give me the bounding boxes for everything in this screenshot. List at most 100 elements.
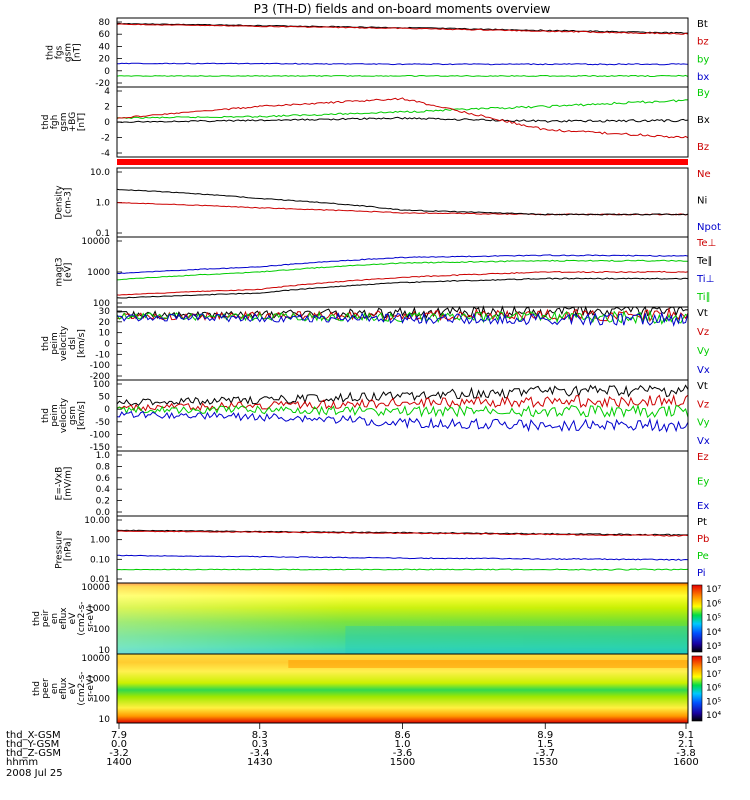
ylabel-line: [nT]	[77, 113, 87, 131]
x-row-value: 0.3	[252, 739, 268, 750]
ytick-label: 20	[99, 55, 111, 65]
legend-item: by	[697, 54, 709, 65]
legend-3: Ne Ni Npot	[697, 169, 721, 233]
ytick-label: -2	[101, 134, 110, 144]
x-row-value: 8.6	[395, 730, 411, 741]
ylabel-line: thd	[41, 408, 51, 423]
ytick-label: 0	[104, 340, 110, 350]
ylabel-line: magt3	[55, 257, 65, 286]
ytick-label: 10	[99, 715, 111, 725]
ytick-label: 100	[93, 625, 110, 635]
legend-item: Pt	[697, 517, 707, 528]
colorbar-tick: 10⁷	[706, 585, 721, 595]
x-row-value: 8.9	[537, 730, 553, 741]
legend-item: Te⊥	[696, 238, 716, 249]
legend-item: Bz	[697, 142, 709, 153]
x-row-value: 8.3	[252, 730, 268, 741]
x-row-value: 1500	[390, 757, 415, 768]
colorbar-9: 10⁷ 10⁶ 10⁵ 10⁴ 10³	[691, 584, 721, 653]
trace-By	[116, 99, 689, 120]
legend-6: Vt Vz Vy Vx	[697, 381, 710, 447]
panel-6-ylabel: thd peim velocity gsm [km/s]	[41, 397, 87, 433]
legend-item: bz	[697, 37, 709, 48]
ytick-label: 1000	[87, 604, 110, 614]
panel-2-ylabel: thd fgh gsm +BG [nT]	[41, 112, 87, 133]
spectrogram-low-band	[345, 626, 688, 654]
ylabel-line: fgs	[55, 45, 65, 59]
ylabel-line: dsl	[68, 337, 78, 350]
trace-Ti⊥	[116, 254, 689, 275]
trace-Ne	[116, 202, 689, 216]
ylabel-line: thd	[41, 115, 51, 130]
ytick-label: 1.0	[96, 199, 111, 209]
ylabel-line: thd	[46, 45, 56, 60]
ylabel-line: thd	[41, 336, 51, 351]
ytick-label: 0	[104, 67, 110, 77]
colorbar-tick: 10⁵	[706, 614, 721, 624]
ylabel-line: fgh	[50, 115, 60, 130]
ylabel-line: eV	[68, 682, 78, 695]
ytick-label: 0.4	[96, 485, 111, 495]
ylabel-line: sr-eV)	[86, 675, 96, 701]
panel-9-ylabel: thd peir en eflux eV (cm2-s-sr-eV)	[32, 601, 96, 635]
x-row-value: 1600	[673, 757, 698, 768]
panel-4-ylabel: magt3 [eV]	[55, 257, 74, 286]
ylabel-line: velocity	[59, 325, 69, 361]
ylabel-line: [cm-3]	[64, 188, 74, 218]
legend-item: Te∥	[696, 256, 713, 267]
x-row-label: thd_Y-GSM	[6, 739, 59, 750]
legend-item: Npot	[697, 222, 721, 233]
ylabel-line: gsm	[59, 112, 69, 131]
ytick-label: 0.0	[96, 508, 111, 518]
ylabel-line: velocity	[59, 397, 69, 433]
flag-bar	[117, 159, 688, 165]
x-row-value: 1530	[533, 757, 558, 768]
x-row-value: 7.9	[111, 730, 127, 741]
ytick-label: 2	[104, 103, 110, 113]
trace-Vt	[116, 384, 689, 406]
ylabel-line: peim	[50, 332, 60, 355]
panel-6: thd peim velocity gsm [km/s] 100 50 0 -50 -100 -15…	[41, 379, 710, 453]
colorbar-scale	[691, 655, 703, 722]
ytick-label: 50	[99, 393, 111, 403]
ylabel-line: gsm	[64, 43, 74, 62]
panel-3-ylabel: Density [cm-3]	[55, 185, 74, 220]
panel-4: magt3 [eV] 10000 1000 100 Te⊥ Te∥ Ti⊥ Ti∥	[55, 236, 716, 309]
trace-Vx	[116, 311, 689, 327]
ytick-label: 1000	[87, 268, 110, 278]
trace-Pe	[116, 568, 689, 571]
ylabel-line: [mV/m]	[64, 467, 74, 501]
trace-by	[116, 74, 689, 78]
legend-item: Vy	[697, 346, 710, 357]
ytick-label: 10.0	[90, 168, 110, 178]
ytick-label: 100	[93, 299, 110, 309]
legend-2: By Bx Bz	[697, 88, 710, 153]
x-row-value: -3.8	[676, 748, 696, 759]
ytick-label: 1.0	[96, 451, 111, 461]
figure-title: P3 (TH-D) fields and on-board moments ov…	[254, 2, 551, 16]
trace-Bz	[116, 97, 689, 139]
ytick-label: 1.00	[90, 536, 110, 546]
x-row-value: 2.1	[678, 739, 694, 750]
ytick-label: -20	[95, 79, 110, 89]
ylabel-line: (cm2-s-	[77, 671, 87, 705]
ylabel-line: eV	[68, 612, 78, 625]
ylabel-line: peir	[41, 609, 51, 627]
ylabel-line: en	[50, 683, 60, 694]
ylabel-line: sr-eV)	[86, 605, 96, 631]
ytick-label: 0.2	[96, 497, 110, 507]
legend-item: By	[697, 88, 710, 99]
legend-item: Vx	[697, 365, 710, 376]
trace-Pb	[116, 530, 689, 537]
x-row-value: 1.0	[395, 739, 411, 750]
legend-8: Pt Pb Pe Pi	[697, 517, 709, 579]
trace-Te∥	[116, 277, 689, 299]
ytick-label: -200	[90, 372, 111, 382]
x-row-value: 0.0	[111, 739, 127, 750]
legend-item: Ey	[697, 477, 709, 488]
panel-1-ylabel: thd fgs gsm [nT]	[46, 43, 83, 62]
ytick-label: -100	[90, 430, 111, 440]
trace-bz	[116, 23, 689, 35]
ytick-label: 0.10	[90, 555, 110, 565]
